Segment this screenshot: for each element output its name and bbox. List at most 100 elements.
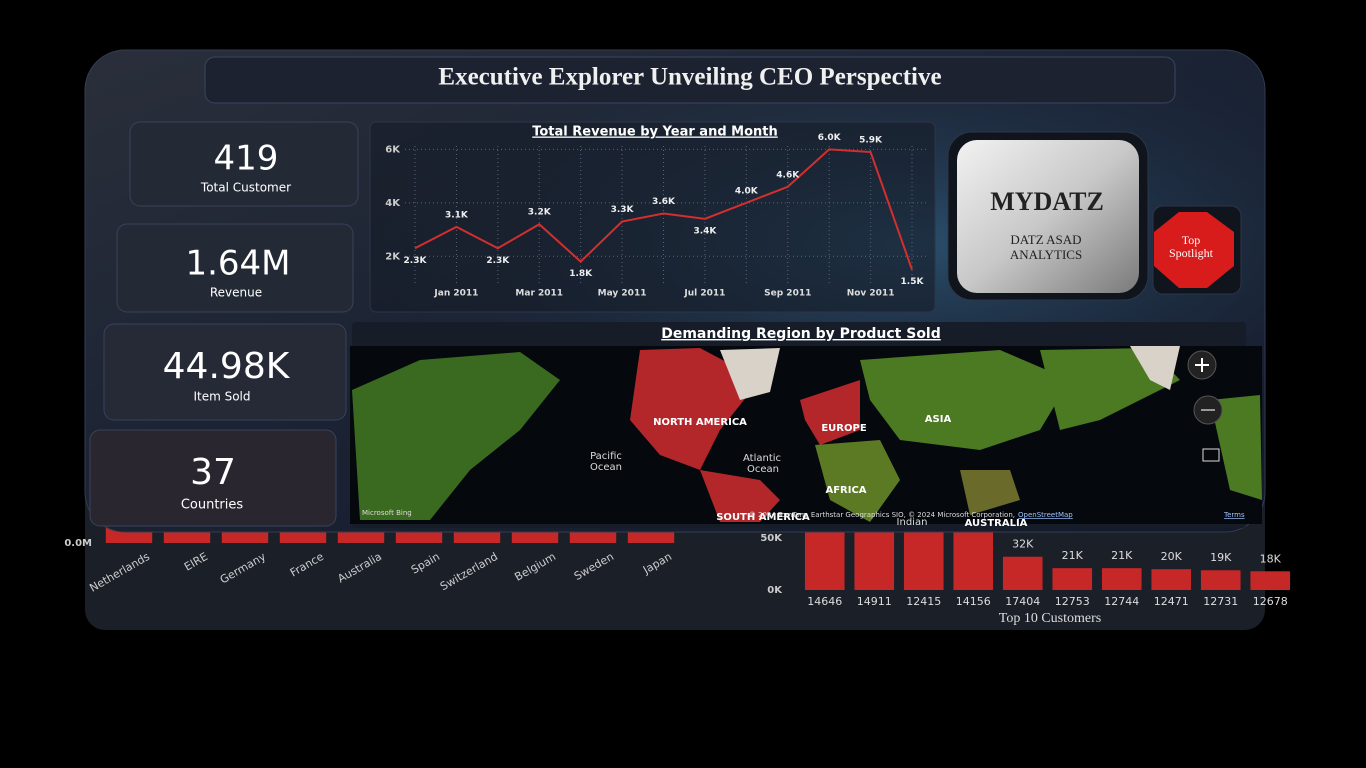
dashboard-title: Executive Explorer Unveiling CEO Perspec… (438, 64, 941, 91)
data-label: 19K (1210, 551, 1232, 564)
data-label: 4.0K (735, 186, 759, 196)
data-label: 32K (1012, 538, 1034, 551)
landmass (960, 470, 1020, 515)
map-label: Ocean (590, 462, 622, 473)
brand-card (957, 140, 1139, 293)
map-label: NORTH AMERICA (653, 417, 747, 428)
highlight-region (800, 380, 860, 445)
landmass (1210, 395, 1262, 500)
data-label: 21K (1062, 549, 1084, 562)
data-label: 2.3K (404, 256, 428, 266)
map-label: Ocean (747, 464, 779, 475)
kpi-card (89, 429, 337, 527)
bar (1101, 568, 1142, 590)
chart-title: Total Revenue by Year and Month (532, 125, 778, 140)
osm-link[interactable]: OpenStreetMap (1018, 511, 1073, 519)
x-tick-label: 12471 (1154, 595, 1189, 608)
y-tick-label: 50K (760, 533, 783, 544)
y-tick-label: 4K (385, 198, 401, 209)
x-tick-label: 14646 (807, 595, 842, 608)
landmass (352, 352, 560, 520)
y-tick-label: 0K (767, 585, 783, 596)
bar (1151, 569, 1192, 590)
title-bar (204, 56, 1176, 104)
y-tick-label: 0.0M (64, 538, 92, 549)
kpi-label: Revenue (210, 286, 262, 300)
map-label: Pacific (590, 451, 622, 462)
brand-line: DATZ ASAD (1010, 232, 1081, 247)
map-attribution: © 2024 TomTom, Earthstar Geographics SIO… (749, 511, 1015, 519)
spotlight-button[interactable] (1154, 212, 1234, 288)
kpi-card (129, 121, 359, 207)
x-tick-label: 12744 (1104, 595, 1139, 608)
bar (1052, 568, 1093, 590)
map-label: Atlantic (743, 453, 781, 464)
brand-line: ANALYTICS (1010, 247, 1082, 262)
line (414, 148, 913, 270)
spotlight-text[interactable]: Top (1182, 233, 1201, 247)
x-tick-label: May 2011 (598, 289, 647, 299)
chart-panel (369, 121, 936, 313)
map-label: EUROPE (821, 423, 866, 434)
bar (1250, 571, 1291, 590)
data-label: 3.2K (528, 208, 552, 218)
y-tick-label: 6K (385, 144, 401, 155)
kpi-card (116, 223, 354, 313)
data-label: 3.3K (611, 205, 635, 215)
y-tick-label: 2K (385, 251, 401, 262)
landmass (815, 440, 900, 522)
chart-title: Top 10 Customers (999, 611, 1101, 626)
data-label: 1.8K (569, 269, 593, 279)
spotlight-text[interactable]: Spotlight (1169, 246, 1214, 260)
x-tick-label: 12753 (1055, 595, 1090, 608)
select-tool[interactable] (1202, 448, 1220, 462)
ice (1130, 346, 1180, 390)
kpi-label: Item Sold (193, 390, 250, 404)
data-label: 3.1K (445, 210, 469, 220)
highlight-region (630, 348, 760, 470)
terms-link[interactable]: Terms (1223, 511, 1245, 519)
data-label: 21K (1111, 549, 1133, 562)
data-label: 20K (1161, 550, 1183, 563)
map-provider: Microsoft Bing (362, 509, 412, 517)
highlight-region (700, 470, 780, 522)
x-tick-label: Nov 2011 (847, 289, 895, 299)
x-tick-label: 17404 (1005, 595, 1040, 608)
data-label: 6.0K (818, 133, 842, 143)
data-label: 4.6K (776, 170, 800, 180)
data-label: 5.9K (859, 136, 883, 146)
x-tick-label: 12415 (906, 595, 941, 608)
brand-logo: MYDATZ (990, 187, 1104, 216)
map-label: SOUTH AMERICA (716, 512, 810, 523)
data-label: 1.5K (901, 277, 925, 287)
data-label: 18K (1260, 552, 1282, 565)
zoom-in-icon (1195, 358, 1209, 372)
x-tick-label: 14156 (956, 595, 991, 608)
kpi-label: Total Customer (200, 181, 291, 195)
x-tick-label: Sep 2011 (764, 289, 811, 299)
map-label: Indian (897, 517, 928, 528)
greenland (720, 348, 780, 400)
kpi-value: 37 (190, 452, 236, 493)
x-tick-label: 14911 (857, 595, 892, 608)
x-tick-label: Jan 2011 (433, 289, 478, 299)
map-label: AFRICA (825, 485, 866, 496)
kpi-value: 44.98K (163, 346, 291, 387)
map-label: ASIA (925, 414, 952, 425)
x-tick-label: 12731 (1203, 595, 1238, 608)
x-tick-label: Jul 2011 (683, 289, 725, 299)
kpi-card (103, 323, 347, 421)
x-tick-label: 12678 (1253, 595, 1288, 608)
kpi-value: 1.64M (185, 244, 290, 284)
map-title: Demanding Region by Product Sold (661, 326, 941, 342)
landmass (860, 350, 1070, 450)
data-label: 3.6K (652, 197, 676, 207)
map-label: AUSTRALIA (965, 518, 1028, 529)
data-label: 3.4K (693, 226, 717, 236)
revenue-chart: 2K 4K 6K Total Revenue by Year and Month Jan… (385, 125, 927, 299)
kpi-label: Countries (181, 498, 244, 513)
bar (1200, 570, 1241, 590)
data-label: 2.3K (486, 256, 510, 266)
